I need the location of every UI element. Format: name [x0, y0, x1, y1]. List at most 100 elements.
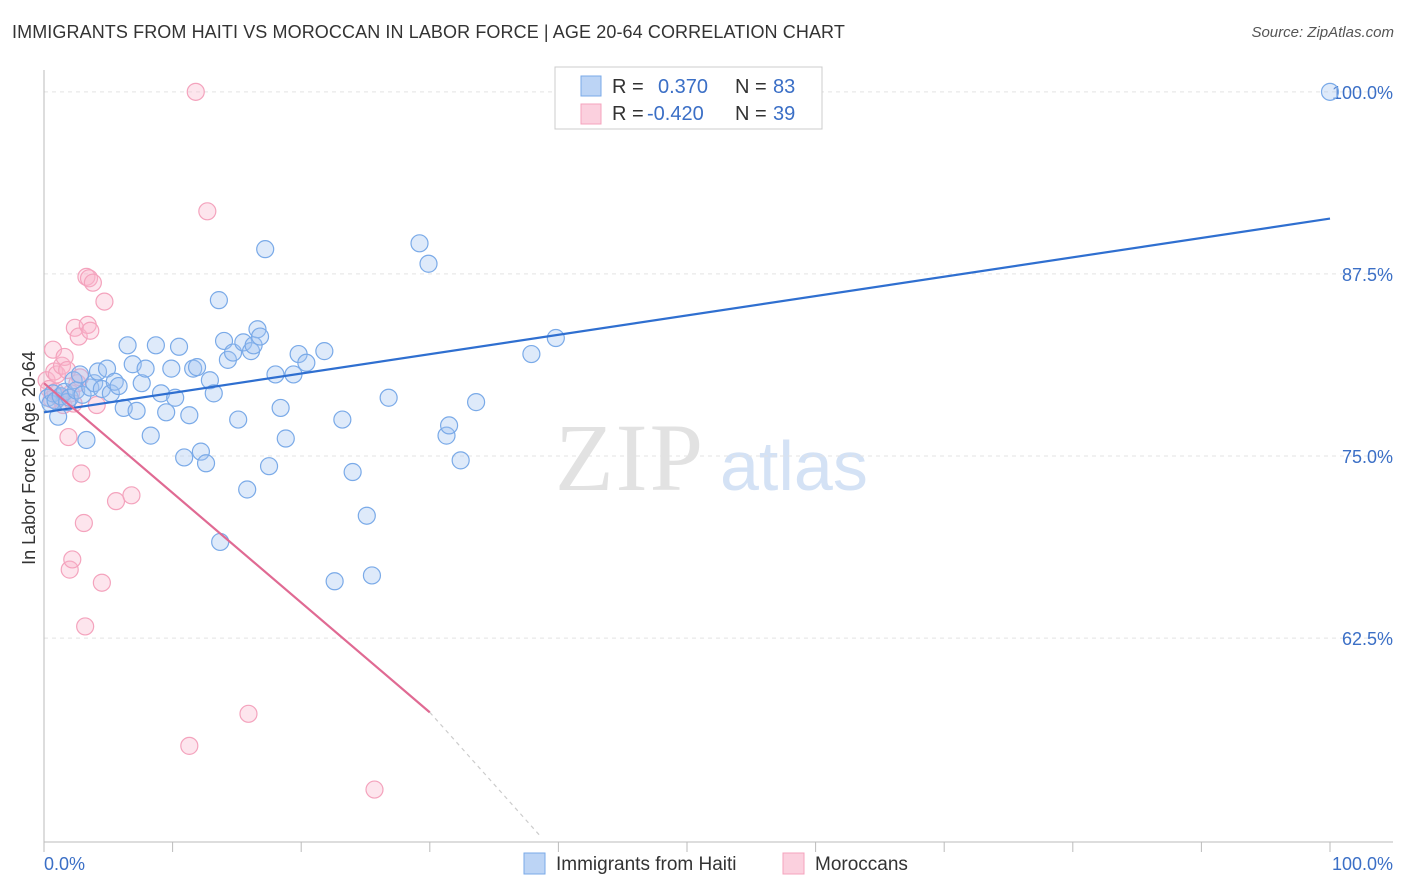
axes	[43, 70, 1393, 852]
point-haiti-53	[248, 320, 267, 339]
point-haiti-31	[157, 403, 176, 422]
point-moroccan-36	[198, 202, 217, 221]
legend-n-value-moroccan: 39	[773, 103, 795, 125]
point-haiti-64	[325, 572, 344, 591]
legend-n-label-haiti: N =	[735, 76, 767, 98]
point-haiti-34	[169, 337, 189, 356]
bottom-legend-swatch-moroccan	[782, 852, 805, 875]
series-legend: Immigrants from Haiti Moroccans	[523, 852, 908, 875]
legend-swatch-moroccan	[580, 103, 602, 125]
point-haiti-12	[73, 385, 92, 404]
legend-swatch-haiti	[580, 75, 602, 97]
y-tick-label-0: 62.5%	[1342, 629, 1393, 649]
point-haiti-56	[259, 457, 279, 476]
point-moroccan-15	[63, 550, 82, 569]
point-haiti-68	[362, 566, 382, 585]
point-moroccan-30	[92, 573, 111, 592]
point-haiti-23	[118, 336, 137, 355]
point-haiti-76	[522, 344, 541, 364]
point-haiti-35	[175, 448, 194, 467]
point-haiti-73	[439, 416, 459, 435]
point-haiti-44	[209, 291, 228, 310]
point-haiti-29	[146, 336, 165, 355]
series-haiti-points	[38, 82, 1340, 591]
point-haiti-54	[250, 327, 270, 346]
point-moroccan-38	[365, 780, 384, 799]
point-moroccan-37	[239, 704, 258, 723]
point-haiti-58	[271, 398, 290, 418]
point-moroccan-28	[83, 273, 102, 292]
legend-r-label-moroccan: R =	[612, 103, 644, 125]
point-moroccan-12	[59, 427, 78, 447]
point-haiti-39	[191, 442, 210, 461]
point-moroccan-32	[106, 492, 126, 511]
point-haiti-63	[315, 342, 334, 361]
legend-n-value-haiti: 83	[773, 76, 795, 98]
point-moroccan-34	[180, 736, 199, 755]
point-haiti-11	[70, 365, 90, 384]
x-tick-label-min: 0.0%	[44, 854, 85, 874]
point-haiti-36	[180, 406, 199, 425]
point-haiti-55	[256, 240, 275, 259]
point-moroccan-22	[74, 513, 93, 533]
svg-text:atlas: atlas	[720, 427, 868, 505]
trend-line-moroccan	[43, 382, 431, 714]
point-haiti-28	[141, 426, 160, 445]
point-moroccan-35	[186, 82, 205, 101]
trend-lines	[43, 217, 1331, 836]
y-tick-label-3: 100.0%	[1332, 83, 1393, 103]
point-haiti-67	[357, 506, 376, 525]
point-haiti-25	[127, 401, 146, 420]
bottom-legend-swatch-haiti	[523, 852, 546, 875]
y-tick-label-1: 75.0%	[1342, 447, 1393, 467]
point-haiti-27	[136, 359, 155, 378]
point-haiti-13	[77, 430, 96, 450]
point-moroccan-31	[95, 292, 114, 311]
point-haiti-40	[196, 454, 216, 473]
source-label: Source: ZipAtlas.com	[1251, 24, 1394, 41]
point-moroccan-21	[72, 464, 91, 483]
svg-text:ZIP: ZIP	[555, 404, 705, 511]
point-haiti-42	[204, 384, 223, 403]
bottom-legend-label-haiti: Immigrants from Haiti	[556, 854, 737, 875]
legend-n-label-moroccan: N =	[735, 103, 767, 125]
bottom-legend-label-moroccan: Moroccans	[815, 854, 908, 875]
point-haiti-59	[276, 429, 295, 448]
legend-r-value-haiti: 0.370	[658, 76, 708, 98]
point-haiti-26	[132, 374, 151, 393]
point-haiti-48	[229, 410, 248, 429]
watermark: ZIP atlas	[555, 404, 868, 511]
legend-r-value-moroccan: -0.420	[647, 103, 704, 125]
point-haiti-4	[49, 407, 68, 426]
point-haiti-32	[162, 359, 181, 378]
point-haiti-70	[410, 234, 429, 253]
point-moroccan-23	[76, 617, 95, 636]
x-tick-label-max: 100.0%	[1332, 854, 1393, 874]
trend-line-moroccan-extension	[429, 711, 540, 836]
y-axis-label: In Labor Force | Age 20-64	[19, 351, 39, 565]
point-haiti-50	[238, 480, 257, 499]
point-haiti-21	[109, 376, 128, 396]
correlation-legend: R = 0.370 N = 83 R = -0.420 N = 39	[554, 66, 823, 130]
point-haiti-77	[546, 328, 565, 348]
point-haiti-43	[211, 532, 230, 552]
point-haiti-62	[297, 353, 316, 372]
point-haiti-57	[266, 365, 285, 384]
point-moroccan-27	[81, 321, 100, 340]
point-haiti-65	[333, 410, 352, 429]
trend-line-haiti	[43, 217, 1331, 414]
point-haiti-78	[1320, 82, 1340, 101]
point-moroccan-6	[47, 365, 66, 384]
point-haiti-69	[379, 388, 398, 407]
y-tick-labels: 62.5% 75.0% 87.5% 100.0%	[1332, 83, 1393, 649]
point-haiti-66	[343, 462, 362, 482]
point-haiti-38	[187, 358, 207, 377]
y-tick-label-2: 87.5%	[1342, 265, 1393, 285]
point-haiti-74	[451, 451, 470, 470]
point-haiti-75	[466, 393, 486, 412]
point-haiti-71	[419, 254, 438, 273]
point-moroccan-33	[122, 486, 141, 505]
chart-title: IMMIGRANTS FROM HAITI VS MOROCCAN IN LAB…	[12, 22, 845, 42]
legend-r-label-haiti: R =	[612, 76, 644, 98]
